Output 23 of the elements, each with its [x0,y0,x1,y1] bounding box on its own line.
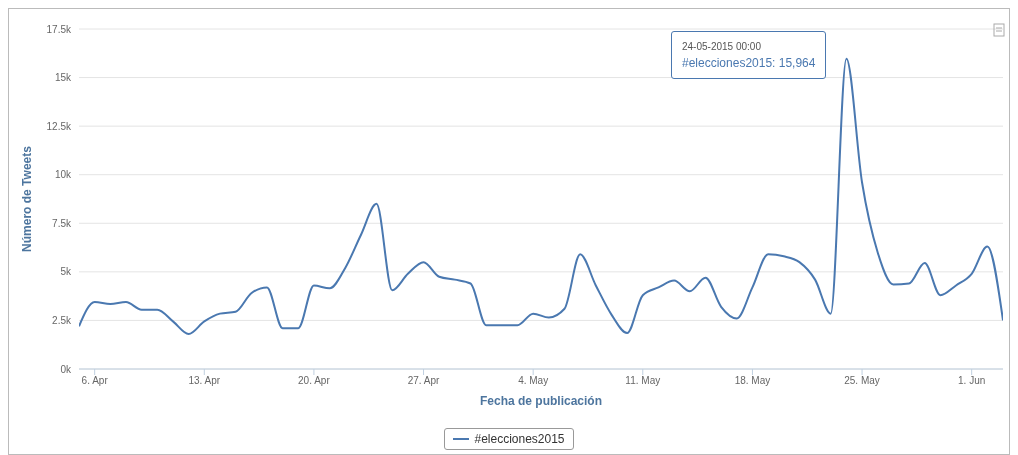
x-tick-label: 11. May [625,375,661,387]
line-series [79,57,1003,336]
x-tick-label: 18. May [734,375,771,387]
y-tick-label: 0k [60,363,72,375]
x-tick-label: 13. Apr [188,375,221,387]
y-tick-label: 15k [54,72,72,84]
x-tick-label: 1. Jun [958,375,986,387]
x-axis-title: Fecha de publicación [479,394,603,408]
x-tick-label: 4. May [518,375,549,387]
tooltip-box: 24-05-2015 00:00 #elecciones2015: 15,964 [671,31,827,79]
y-tick-label: 2.5k [52,314,72,326]
y-tick-label: 17.5k [46,23,72,35]
y-tick-label: 12.5k [46,120,72,132]
annotation: 24-05-2015 00:00 #elecciones2015: 15,964 [682,40,816,72]
x-tick-label: 6. Apr [81,375,109,387]
y-tick-label: 7.5k [52,217,72,229]
y-tick-label: 10k [54,169,72,181]
x-tick-label: 20. Apr [298,375,331,387]
x-tick-label: 25. May [844,375,880,387]
y-tick-label: 5k [60,266,72,278]
x-tick-label: 27. Apr [407,375,441,387]
legend-label: #elecciones2015 [474,432,565,446]
y-axis-title: Número de Tweets [20,145,35,252]
